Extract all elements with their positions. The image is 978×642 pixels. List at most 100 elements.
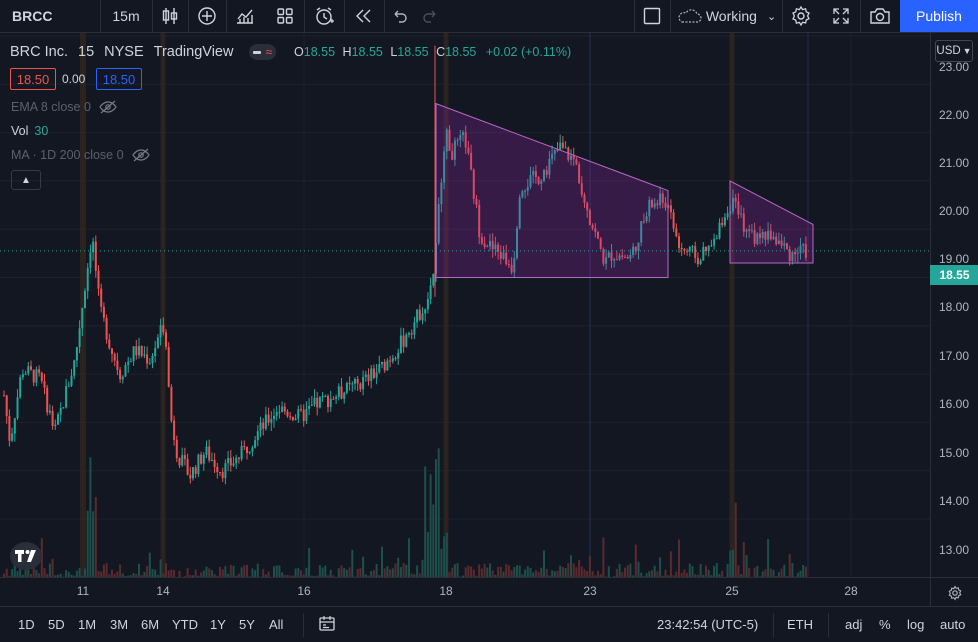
volume-label: Vol bbox=[11, 124, 28, 138]
volume-bar bbox=[89, 457, 91, 577]
candle-body bbox=[681, 248, 683, 249]
volume-bar bbox=[343, 568, 345, 577]
volume-bar bbox=[716, 563, 718, 577]
candle-body bbox=[295, 419, 297, 420]
log-button[interactable]: log bbox=[907, 617, 924, 632]
candle-body bbox=[673, 212, 675, 228]
candle-body bbox=[108, 340, 110, 349]
legend-name: BRC Inc. bbox=[10, 44, 68, 60]
candle-body bbox=[3, 395, 5, 396]
candle-body bbox=[133, 346, 135, 361]
volume-bar bbox=[430, 474, 432, 577]
select-layout-icon[interactable] bbox=[634, 0, 670, 32]
candle-body bbox=[362, 377, 364, 389]
candle-body bbox=[44, 381, 46, 387]
range-3m-button[interactable]: 3M bbox=[110, 617, 128, 632]
ma-indicator[interactable]: MA · 1D 200 close 0 bbox=[11, 148, 150, 162]
candle-body bbox=[349, 383, 351, 384]
range-ytd-button[interactable]: YTD bbox=[172, 617, 198, 632]
candle-body bbox=[98, 271, 100, 289]
eye-hidden-icon[interactable] bbox=[132, 148, 150, 162]
volume-bar bbox=[206, 567, 208, 577]
percent-button[interactable]: % bbox=[879, 617, 891, 632]
volume-bar bbox=[297, 568, 299, 577]
volume-bar bbox=[735, 503, 737, 577]
range-all-button[interactable]: All bbox=[269, 617, 283, 632]
candle-body bbox=[368, 375, 370, 382]
candle-body bbox=[365, 375, 367, 377]
volume-bar bbox=[432, 504, 434, 577]
redo-icon[interactable] bbox=[416, 0, 444, 32]
sell-price-button[interactable]: 18.50 bbox=[10, 68, 56, 90]
volume-bar bbox=[65, 570, 67, 577]
candle-body bbox=[35, 369, 37, 382]
candle-body bbox=[727, 213, 729, 217]
volume-bar bbox=[519, 566, 521, 577]
candle-body bbox=[403, 336, 405, 347]
camera-icon[interactable] bbox=[860, 0, 900, 32]
volume-indicator[interactable]: Vol 30 bbox=[11, 124, 48, 138]
candle-body bbox=[238, 458, 240, 459]
candle-body bbox=[246, 447, 248, 453]
time-axis[interactable] bbox=[0, 577, 930, 607]
candle-body bbox=[710, 245, 712, 246]
candle-body bbox=[351, 384, 353, 385]
indicators-icon[interactable] bbox=[226, 0, 264, 32]
chart-pane[interactable] bbox=[0, 33, 930, 577]
session-button[interactable]: ETH bbox=[787, 617, 813, 632]
volume-bar bbox=[349, 567, 351, 577]
layouts-icon[interactable] bbox=[266, 0, 304, 32]
price-chart[interactable] bbox=[0, 33, 930, 577]
replay-icon[interactable] bbox=[344, 0, 384, 32]
eye-hidden-icon[interactable] bbox=[99, 100, 117, 114]
candle-body bbox=[143, 355, 145, 356]
candle-body bbox=[373, 368, 375, 377]
fullscreen-icon[interactable] bbox=[822, 0, 860, 32]
range-5d-button[interactable]: 5D bbox=[48, 617, 65, 632]
interval-button[interactable]: 15m bbox=[100, 0, 152, 32]
range-6m-button[interactable]: 6M bbox=[141, 617, 159, 632]
range-1m-button[interactable]: 1M bbox=[78, 617, 96, 632]
date-range-icon[interactable] bbox=[318, 615, 338, 636]
ema-indicator[interactable]: EMA 8 close 0 bbox=[11, 100, 117, 114]
auto-button[interactable]: auto bbox=[940, 617, 965, 632]
candle-body bbox=[251, 448, 253, 452]
collapse-legend-button[interactable]: ▲ bbox=[11, 170, 41, 190]
candles-icon[interactable] bbox=[152, 0, 188, 32]
candle-body bbox=[141, 346, 143, 356]
volume-bar bbox=[224, 566, 226, 577]
chart-settings-button[interactable] bbox=[930, 577, 978, 607]
candle-body bbox=[168, 347, 170, 387]
range-1y-button[interactable]: 1Y bbox=[210, 617, 226, 632]
candle-body bbox=[287, 411, 289, 416]
tradingview-logo[interactable] bbox=[10, 542, 42, 570]
adj-button[interactable]: adj bbox=[845, 617, 862, 632]
alert-icon[interactable] bbox=[304, 0, 344, 32]
volume-bar bbox=[584, 569, 586, 577]
candle-body bbox=[322, 396, 324, 397]
market-status-pill[interactable]: ≈ bbox=[249, 44, 276, 60]
price-tick-label: 23.00 bbox=[939, 60, 969, 74]
volume-bar bbox=[308, 548, 310, 577]
volume-bar bbox=[6, 569, 8, 577]
volume-bar bbox=[743, 542, 745, 577]
volume-bar bbox=[732, 550, 734, 577]
undo-icon[interactable] bbox=[384, 0, 416, 32]
settings-icon[interactable] bbox=[782, 0, 820, 32]
symbol-search-button[interactable]: BRCC bbox=[0, 0, 112, 32]
layout-name-button[interactable]: Working ⌄ bbox=[670, 0, 782, 32]
ma-label: MA · 1D 200 close 0 bbox=[11, 148, 124, 162]
range-5y-button[interactable]: 5Y bbox=[239, 617, 255, 632]
volume-bar bbox=[11, 569, 13, 577]
candle-body bbox=[192, 467, 194, 478]
publish-button[interactable]: Publish bbox=[900, 0, 978, 32]
clock-time[interactable]: 23:42:54 (UTC-5) bbox=[657, 617, 758, 632]
volume-bar bbox=[770, 569, 772, 577]
range-1d-button[interactable]: 1D bbox=[18, 617, 35, 632]
candle-body bbox=[311, 405, 313, 406]
currency-button[interactable]: USD▼ bbox=[935, 40, 973, 62]
add-indicator-icon[interactable] bbox=[188, 0, 226, 32]
buy-price-button[interactable]: 18.50 bbox=[96, 68, 142, 90]
volume-bar bbox=[764, 569, 766, 577]
